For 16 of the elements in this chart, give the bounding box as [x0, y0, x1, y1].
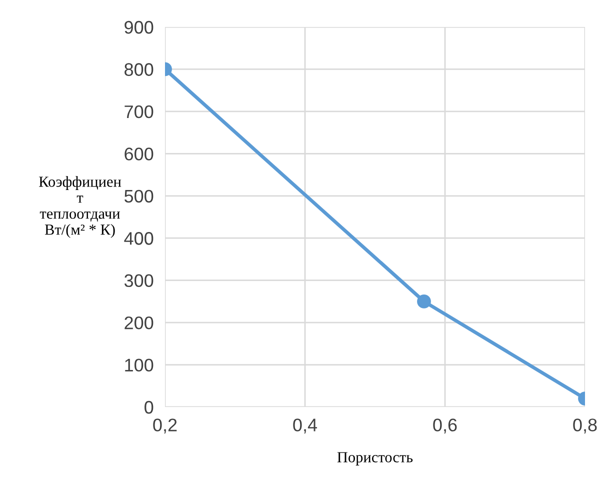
x-tick-label: 0,8 — [573, 418, 597, 434]
y-tick-label: 800 — [124, 63, 154, 76]
y-axis-title: Коэффициен т теплоотдачи Вт/(м² * К) — [38, 176, 122, 238]
x-tick-label: 0,6 — [433, 418, 457, 434]
x-tick-label: 0,4 — [293, 418, 318, 434]
y-tick-label: 600 — [124, 148, 154, 160]
y-tick-label: 500 — [124, 190, 154, 203]
y-tick-label: 900 — [124, 20, 154, 34]
y-tick-label: 700 — [124, 105, 154, 118]
y-tick-label: 400 — [124, 232, 154, 245]
y-tick-label: 200 — [124, 316, 154, 330]
x-tick-label: 0,2 — [153, 418, 177, 434]
y-tick-label: 100 — [125, 358, 154, 372]
y-tick-label: 300 — [124, 274, 154, 288]
y-tick-label: 0 — [144, 400, 154, 414]
x-axis-title: Пористость — [337, 452, 413, 466]
